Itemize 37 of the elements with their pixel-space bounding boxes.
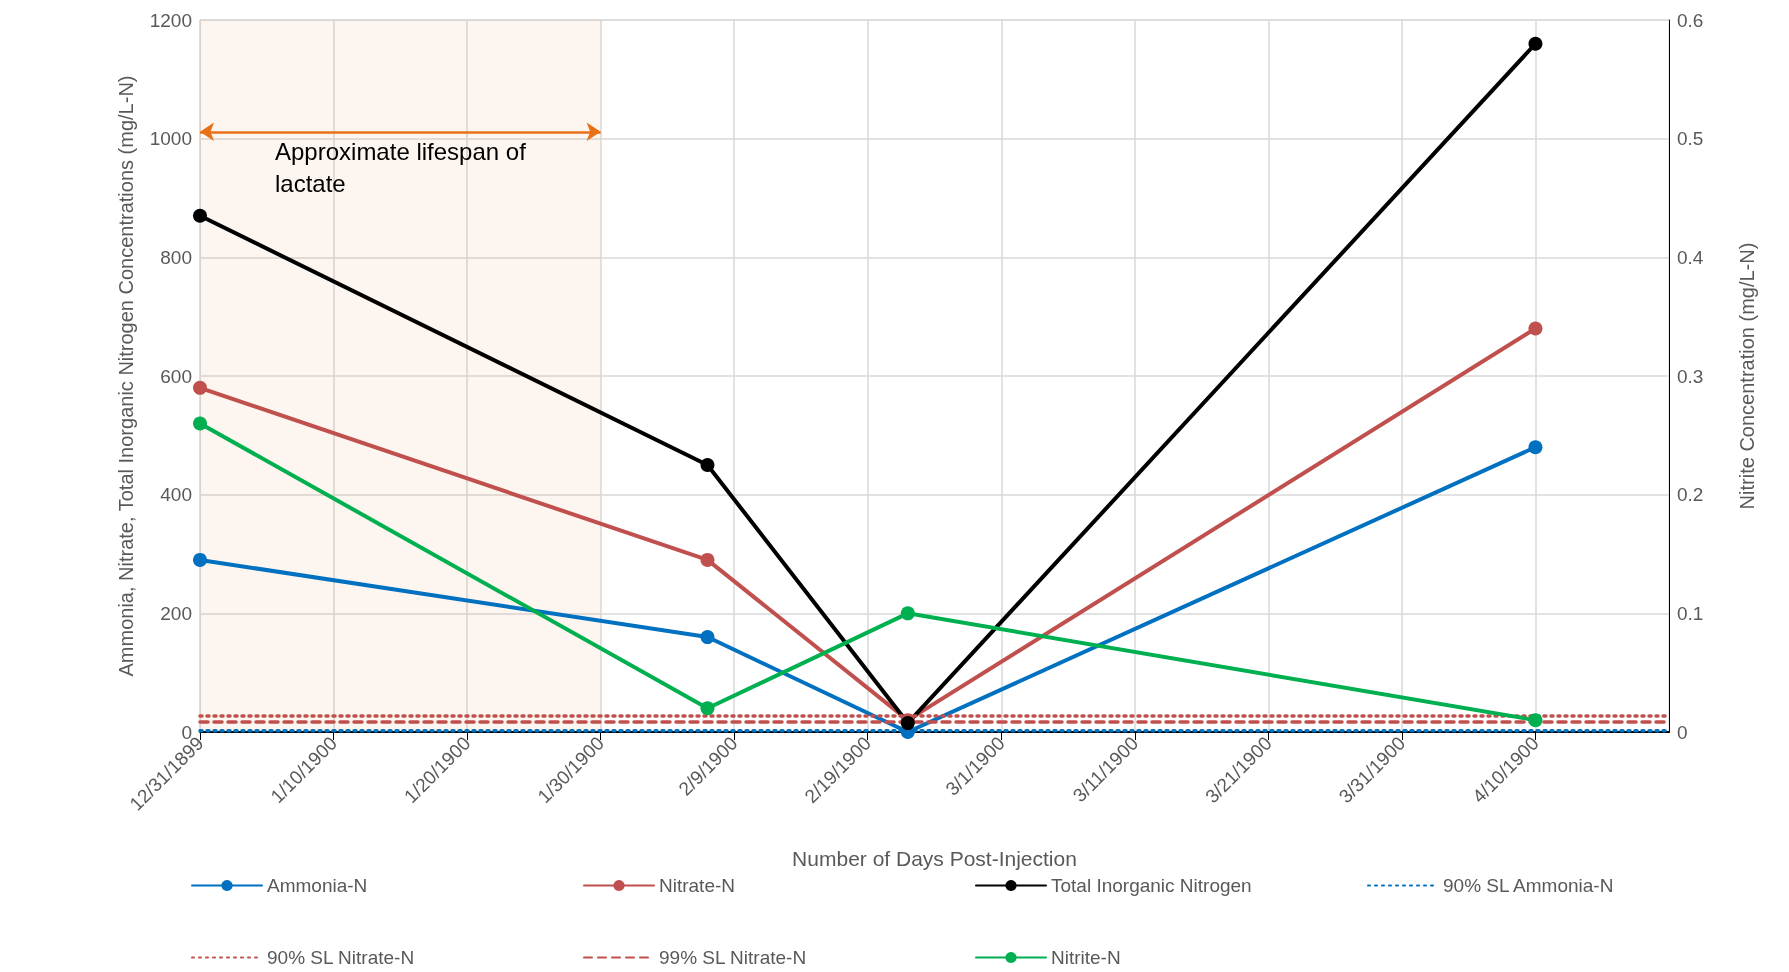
point <box>1528 440 1543 455</box>
legend-label: 90% SL Nitrate-N <box>267 947 415 968</box>
y2-axis-title: Nitrite Concentration (mg/L-N) <box>1736 242 1758 510</box>
band-label: Approximate lifespan of lactate <box>275 138 533 198</box>
y2-tick-label: 0 <box>1677 721 1688 743</box>
legend-label: Nitrite-N <box>1051 947 1121 968</box>
legend-label: 90% SL Ammonia-N <box>1443 875 1614 896</box>
y-tick-label: 400 <box>160 484 192 506</box>
point <box>700 701 715 716</box>
point <box>900 606 915 621</box>
y2-tick-label: 0.4 <box>1677 246 1704 268</box>
y2-tick-label: 0.1 <box>1677 602 1704 624</box>
y2-tick-label: 0.3 <box>1677 365 1704 387</box>
y2-tick-label: 0.5 <box>1677 128 1704 150</box>
y-tick-label: 200 <box>160 602 192 624</box>
y-tick-label: 1000 <box>149 128 192 150</box>
point <box>1528 36 1543 51</box>
legend-label: Total Inorganic Nitrogen <box>1051 875 1252 896</box>
point <box>700 458 715 472</box>
y-tick-label: 800 <box>160 246 192 268</box>
y2-tick-label: 0.2 <box>1677 484 1704 506</box>
point <box>700 552 715 567</box>
y-axis-title: Ammonia, Nitrate, Total Inorganic Nitrogen Concentrations (mg/L-N) <box>114 75 137 677</box>
y2-tick-label: 0.6 <box>1677 9 1704 31</box>
point <box>193 208 207 223</box>
point <box>193 380 207 395</box>
legend-label: 99% SL Nitrate-N <box>659 947 807 968</box>
point <box>193 552 207 567</box>
point <box>700 630 715 645</box>
x-axis-title: Number of Days Post-Injection <box>792 847 1077 870</box>
legend-label: Nitrate-N <box>659 875 736 896</box>
point <box>193 416 207 431</box>
y-tick-label: 1200 <box>149 9 192 31</box>
point <box>1528 321 1543 336</box>
y-tick-label: 600 <box>160 365 192 387</box>
legend-label: Ammonia-N <box>267 875 368 896</box>
point <box>1528 713 1543 728</box>
